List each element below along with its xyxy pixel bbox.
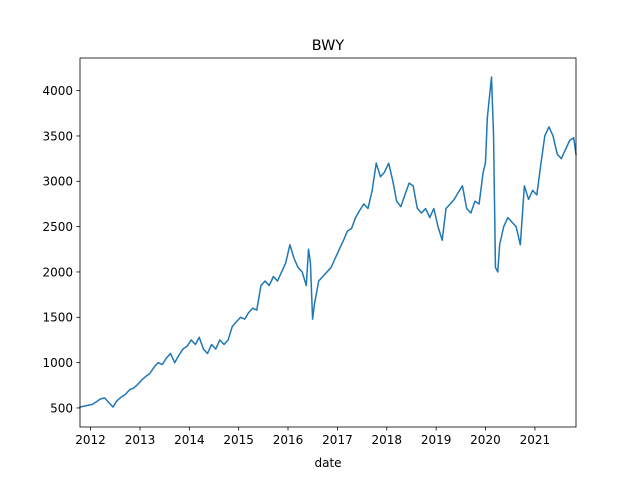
series-line-0 <box>79 76 577 408</box>
y-tick-label: 4000 <box>42 84 73 98</box>
x-tick-label: 2016 <box>273 433 304 447</box>
y-tick-label: 3000 <box>42 175 73 189</box>
x-tick-label: 2021 <box>520 433 551 447</box>
x-axis: 2012 2013 2014 2015 2016 2017 2018 2019 2020 2021 <box>75 427 550 447</box>
y-tick-label: 1000 <box>42 356 73 370</box>
x-tick-label: 2017 <box>322 433 353 447</box>
x-tick-label: 2012 <box>75 433 106 447</box>
y-tick-label: 500 <box>50 401 73 415</box>
x-tick-label: 2014 <box>174 433 205 447</box>
plot-area <box>79 57 577 428</box>
y-tick-label: 2500 <box>42 220 73 234</box>
x-tick-label: 2018 <box>372 433 403 447</box>
y-tick-label: 2000 <box>42 265 73 279</box>
x-tick-label: 2015 <box>223 433 254 447</box>
plot-frame <box>79 57 577 428</box>
x-tick-label: 2020 <box>470 433 501 447</box>
chart-title: BWY <box>312 38 345 54</box>
x-tick-label: 2013 <box>125 433 156 447</box>
y-tick-label: 3500 <box>42 129 73 143</box>
series-layer <box>79 76 577 408</box>
y-axis: 500 1000 1500 2000 2500 3000 3500 4000 <box>42 84 80 415</box>
x-axis-label: date <box>314 456 341 470</box>
y-tick-label: 1500 <box>42 311 73 325</box>
x-tick-label: 2019 <box>421 433 452 447</box>
